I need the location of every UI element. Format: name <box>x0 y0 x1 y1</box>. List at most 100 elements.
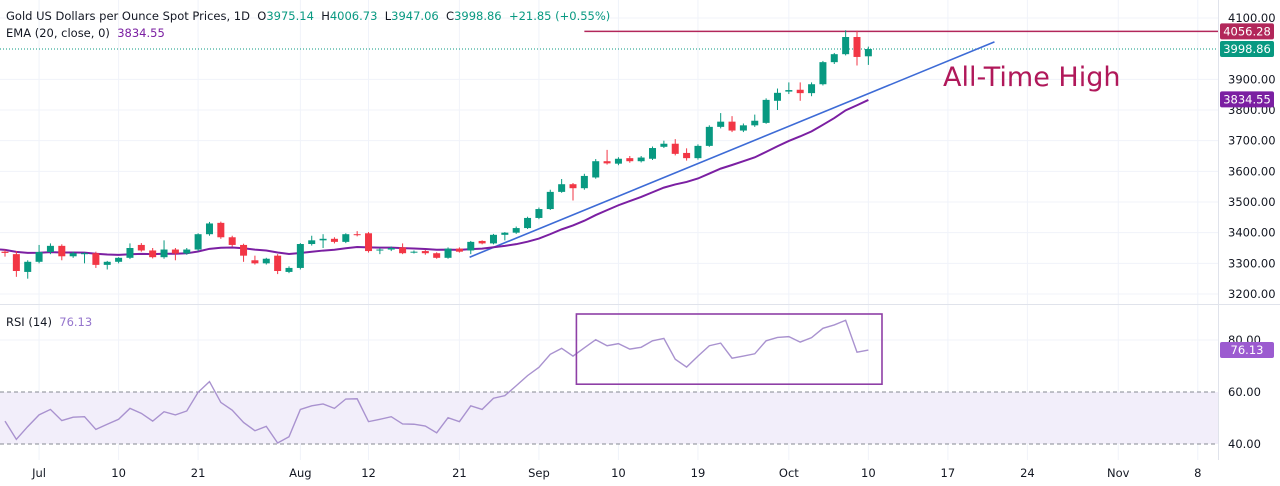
candle <box>194 233 202 252</box>
candle <box>149 248 157 259</box>
price-axis-label: 3400.00 <box>1228 226 1276 240</box>
candle <box>671 139 679 156</box>
candle-body <box>603 161 611 164</box>
candle-body <box>35 251 43 262</box>
candle <box>342 233 350 244</box>
candle <box>35 244 43 264</box>
candle-body <box>728 121 736 131</box>
price-legend: Gold US Dollars per Ounce Spot Prices, 1… <box>6 9 610 23</box>
candle-body <box>171 249 179 254</box>
candle-body <box>240 244 248 256</box>
candle <box>137 243 145 252</box>
candle-body <box>614 158 622 164</box>
ema-legend: EMA (20, close, 0) 3834.55 <box>6 26 165 40</box>
price-axis-label: 3600.00 <box>1228 164 1276 178</box>
candle <box>864 46 872 65</box>
open-value: 3975.14 <box>266 9 314 23</box>
candle-body <box>546 191 554 210</box>
candle-body <box>115 257 123 262</box>
all-time-high-annotation: All-Time High <box>943 62 1121 93</box>
candle-body <box>1 251 9 253</box>
candle-body <box>421 251 429 254</box>
candle-body <box>365 233 373 252</box>
candle-body <box>864 49 872 57</box>
rsi-value: 76.13 <box>59 315 93 329</box>
ath-price-tag-text: 4056.28 <box>1223 24 1271 38</box>
candle <box>626 156 634 163</box>
time-axis-label: 8 <box>1194 466 1201 480</box>
candle <box>433 252 441 259</box>
candle <box>580 173 588 190</box>
candle-body <box>796 89 804 94</box>
candle <box>171 248 179 261</box>
candle <box>308 235 316 246</box>
last-price-tag-bg <box>1220 41 1274 58</box>
candle-body <box>501 232 509 235</box>
candle-body <box>319 238 327 241</box>
candle-body <box>46 245 54 252</box>
candle <box>660 140 668 149</box>
candle <box>387 246 395 252</box>
rsi-value-tag-bg <box>1220 342 1274 359</box>
candle <box>262 257 270 265</box>
close-value: 3998.86 <box>454 9 502 23</box>
candle <box>796 82 804 101</box>
candle-body <box>751 120 759 126</box>
candle-body <box>773 92 781 101</box>
last-price-tag-text: 3998.86 <box>1223 42 1271 56</box>
candle <box>478 240 486 245</box>
candle <box>205 221 213 236</box>
candle <box>12 251 20 277</box>
rsi-band <box>0 392 1218 444</box>
rsi-value-tag: 76.13 <box>1220 342 1274 359</box>
candle-body <box>626 158 634 162</box>
candle-body <box>353 234 361 236</box>
high-label: H <box>321 9 330 23</box>
candle-body <box>660 143 668 147</box>
candle <box>705 125 713 147</box>
time-axis-label: 24 <box>1020 466 1035 480</box>
candle-body <box>69 253 77 257</box>
candle <box>808 82 816 97</box>
candle <box>251 255 259 265</box>
candle-body <box>251 260 259 264</box>
candle <box>592 159 600 179</box>
candle-body <box>717 121 725 127</box>
candle <box>512 226 520 234</box>
candle-body <box>194 234 202 250</box>
rsi-axis-label: 60.00 <box>1228 385 1261 399</box>
rsi-highlight-box <box>575 313 883 385</box>
candle <box>69 251 77 258</box>
candle-body <box>569 184 577 189</box>
close-label: C <box>446 9 455 23</box>
price-axis-label: 3200.00 <box>1228 287 1276 301</box>
ath-price-tag-bg <box>1220 23 1274 40</box>
time-axis-label: Nov <box>1107 466 1130 480</box>
candle-body <box>262 258 270 264</box>
candle-body <box>444 248 452 258</box>
candle <box>228 235 236 247</box>
candle-body <box>296 244 304 268</box>
candle <box>717 113 725 129</box>
candle-body <box>478 240 486 244</box>
candle <box>1 249 9 257</box>
candle <box>103 260 111 270</box>
price-axis-label: 3300.00 <box>1228 256 1276 270</box>
candle <box>853 30 861 66</box>
candle <box>524 216 532 229</box>
candle-body <box>228 237 236 245</box>
candle-body <box>649 148 657 159</box>
last-price-tag: 3998.86 <box>1220 41 1274 58</box>
candle <box>365 232 373 253</box>
candle-body <box>637 157 645 162</box>
candle <box>330 237 338 244</box>
candle-body <box>81 253 89 255</box>
candle <box>160 240 168 259</box>
candle <box>115 257 123 264</box>
candle <box>842 30 850 56</box>
candle-body <box>489 234 497 244</box>
candle-body <box>160 249 168 258</box>
time-axis-label: 21 <box>191 466 206 480</box>
rsi-value-tag-text: 76.13 <box>1231 343 1264 357</box>
